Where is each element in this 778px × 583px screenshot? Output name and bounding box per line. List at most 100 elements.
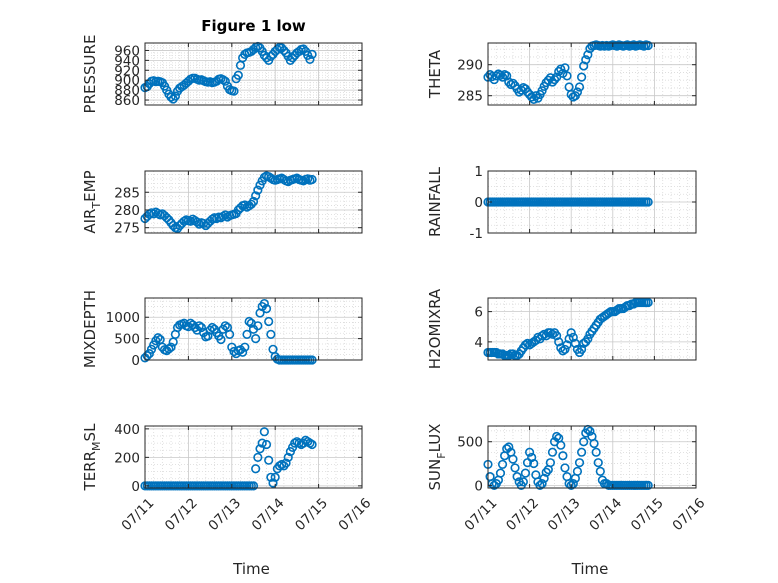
data-point (520, 468, 531, 478)
y-tick-label: 880 (114, 83, 140, 99)
data-point (522, 338, 533, 348)
data-point (196, 322, 207, 333)
series-terrmsl (140, 427, 317, 491)
y-axis-label-tail: SL (81, 423, 99, 442)
data-point (149, 209, 159, 219)
data-point (248, 196, 259, 207)
data-point (604, 308, 614, 318)
data-point (512, 472, 522, 482)
y-tick-label: 900 (114, 73, 140, 89)
data-point (305, 54, 315, 64)
data-point (583, 334, 593, 344)
y-tick-label: 4 (474, 335, 483, 351)
y-tick-label: 200 (114, 450, 140, 466)
data-point (170, 91, 180, 101)
data-point (574, 458, 585, 468)
data-point (508, 454, 518, 464)
data-point (508, 349, 518, 359)
data-point (497, 459, 508, 470)
data-point (251, 464, 261, 474)
y-axis-label-main: THETA (426, 49, 444, 99)
data-point (574, 82, 585, 92)
y-axis-label-main: SUN (426, 459, 444, 491)
data-point (495, 468, 506, 478)
data-point (531, 91, 541, 101)
subplot-airtemp: 275 280 285 AIRTEMP (81, 170, 363, 237)
data-point (268, 478, 278, 488)
data-point (518, 477, 528, 487)
data-point (240, 200, 250, 210)
data-point (537, 479, 547, 489)
y-axis-label-main: RAINFALL (426, 166, 444, 237)
y-tick-label: 6 (474, 305, 483, 321)
data-point (527, 92, 537, 102)
data-point (581, 55, 591, 65)
data-point (203, 331, 213, 341)
data-point (307, 174, 317, 185)
data-point (225, 329, 235, 339)
data-point (541, 467, 551, 477)
series-pressure (140, 41, 317, 104)
data-point (552, 431, 562, 442)
data-point (572, 466, 583, 477)
y-axis-label: THETA (426, 49, 444, 99)
y-tick-label: 860 (114, 93, 140, 109)
data-point (259, 427, 269, 437)
data-point (643, 197, 653, 207)
data-point (307, 49, 317, 60)
data-point (529, 458, 539, 469)
data-point (547, 447, 558, 457)
data-point (491, 347, 501, 358)
data-point (643, 297, 653, 308)
y-tick-label: 960 (114, 43, 140, 59)
y-tick-label: 0 (474, 478, 483, 494)
data-point (281, 458, 291, 468)
data-point (283, 452, 293, 462)
y-axis-label: MIXDEPTH (81, 290, 99, 368)
data-point (558, 346, 568, 356)
y-tick-label: 0 (131, 353, 140, 369)
data-point (248, 481, 259, 491)
y-tick-label: 285 (457, 89, 483, 105)
data-point (242, 329, 252, 339)
y-axis-label: AIRTEMP (81, 170, 103, 233)
data-point (261, 304, 272, 314)
data-point (527, 452, 537, 463)
data-point (238, 347, 248, 357)
y-tick-label: 0 (474, 195, 483, 211)
data-point (539, 473, 549, 483)
data-point (628, 299, 639, 309)
y-axis-label-subscript: T (90, 202, 103, 210)
data-point (568, 332, 578, 342)
data-point (495, 70, 506, 80)
data-point (601, 479, 612, 489)
y-axis-label-main: AIR (81, 209, 99, 234)
series-h2omixra (483, 297, 653, 361)
data-point (556, 64, 566, 74)
data-point (576, 447, 587, 457)
data-point (502, 71, 512, 81)
series-theta (483, 40, 653, 105)
axes-box (144, 42, 363, 106)
axes-box (487, 297, 697, 361)
data-point (251, 191, 261, 201)
data-point (240, 342, 250, 352)
data-point (220, 76, 230, 86)
data-point (164, 344, 174, 354)
data-point (261, 439, 272, 450)
data-point (266, 472, 276, 482)
y-axis-label-main: H2OMIXRA (426, 288, 444, 369)
y-tick-label: 1 (474, 164, 483, 180)
y-axis-label-tail: LUX (426, 424, 444, 453)
data-point (576, 72, 587, 82)
data-point (166, 92, 176, 102)
x-axis-label: Time (232, 560, 270, 578)
data-point (491, 71, 501, 81)
data-point (251, 334, 261, 344)
data-point (612, 305, 622, 315)
data-point (560, 63, 570, 73)
data-point (576, 344, 587, 355)
data-point (270, 472, 280, 482)
data-point (564, 334, 574, 344)
data-point (520, 340, 531, 350)
